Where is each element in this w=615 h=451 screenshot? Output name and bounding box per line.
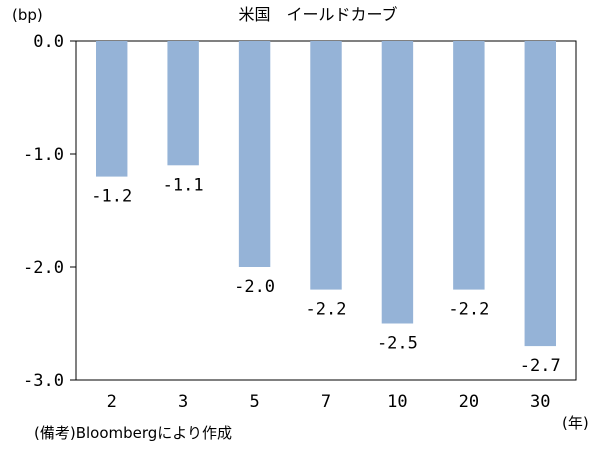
data-label: -2.7 <box>520 356 561 376</box>
data-labels: -1.2 -1.1 -2.0 -2.2 -2.5 -2.2 -2.7 <box>91 175 561 376</box>
x-axis-unit-label: (年) <box>562 414 589 432</box>
data-label: -1.2 <box>91 187 132 207</box>
source-note: (備考)Bloombergにより作成 <box>34 424 232 442</box>
data-label: -2.0 <box>234 277 275 297</box>
x-tick-label: 10 <box>387 392 407 412</box>
data-label: -1.1 <box>163 175 204 195</box>
y-tick-label: -1.0 <box>23 145 64 165</box>
y-axis-unit-label: (bp) <box>12 6 43 24</box>
bar-2 <box>96 41 128 177</box>
y-tick-label: 0.0 <box>33 32 64 52</box>
bar-20 <box>453 41 485 290</box>
data-label: -2.2 <box>306 300 347 320</box>
bar-series <box>96 41 556 347</box>
y-axis-ticks: 0.0 -1.0 -2.0 -3.0 <box>23 32 76 391</box>
bar-3 <box>167 41 199 166</box>
x-axis-ticks: 2 3 5 7 10 20 30 <box>107 392 551 412</box>
data-label: -2.5 <box>377 334 418 354</box>
x-tick-label: 20 <box>459 392 479 412</box>
x-tick-label: 2 <box>107 392 117 412</box>
bar-10 <box>381 41 414 324</box>
bar-7 <box>310 41 342 290</box>
y-tick-label: -3.0 <box>23 371 64 391</box>
y-tick-label: -2.0 <box>23 258 64 278</box>
data-label: -2.2 <box>448 300 489 320</box>
x-tick-label: 3 <box>178 392 188 412</box>
x-tick-label: 5 <box>249 392 259 412</box>
x-tick-label: 7 <box>321 392 331 412</box>
chart-title: 米国 イールドカーブ <box>238 5 397 24</box>
x-tick-label: 30 <box>530 392 550 412</box>
bar-30 <box>524 41 556 347</box>
bar-5 <box>238 41 271 267</box>
